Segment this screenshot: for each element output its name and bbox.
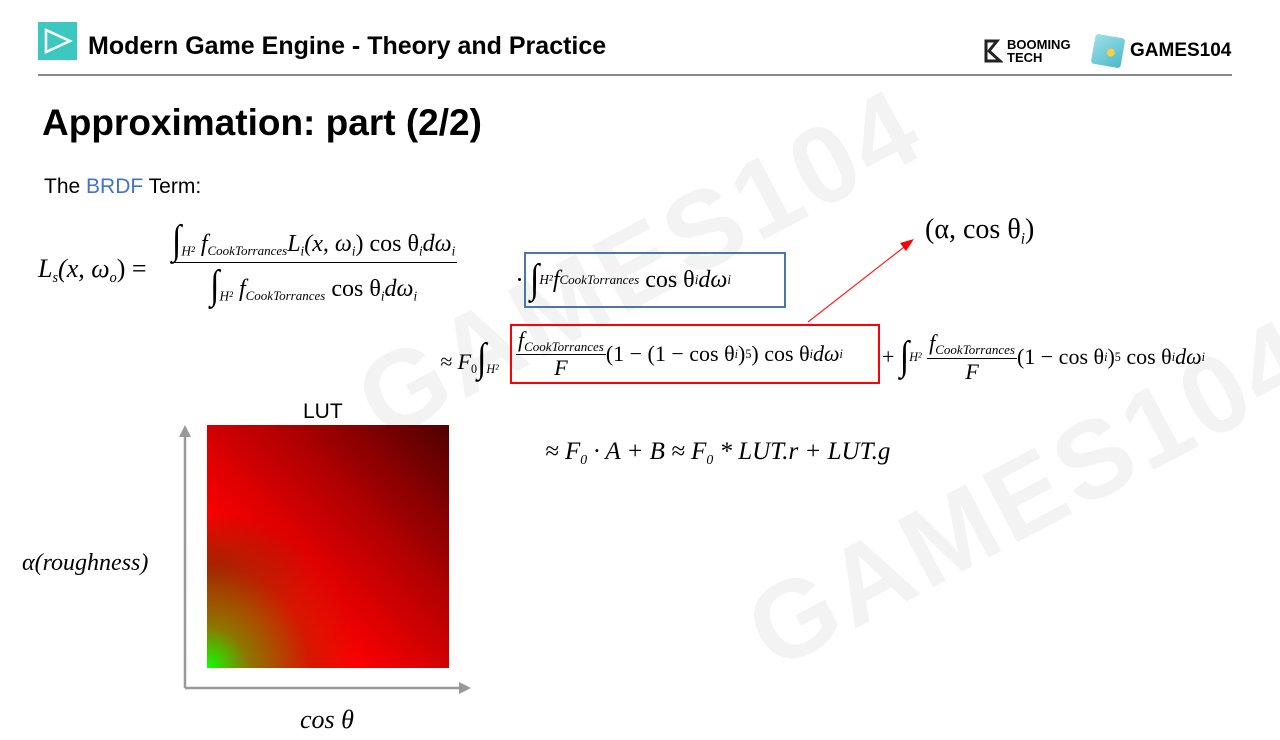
f-denominator: F bbox=[965, 358, 979, 384]
lhs-args-sub: o bbox=[109, 270, 117, 286]
sub-i: i bbox=[694, 272, 699, 287]
f-symbol: f bbox=[518, 326, 525, 352]
sub-zero: 0 bbox=[706, 451, 714, 467]
sub-i: i bbox=[1171, 349, 1176, 364]
sub-i: i bbox=[351, 243, 356, 259]
y-axis-label: α(roughness) bbox=[22, 550, 149, 576]
lut-label: LUT bbox=[303, 400, 343, 423]
fraction-denominator: ∫H² fCookTorrances cos θidωi bbox=[210, 263, 418, 308]
approx-f0-integral: ≈ F0∫H² bbox=[440, 336, 499, 381]
lut-result-formula: ≈ F0 · A + B ≈ F0 * LUT.r + LUT.g bbox=[545, 438, 890, 468]
games104-cube-icon bbox=[1090, 33, 1126, 69]
f-sub: CookTorrances bbox=[245, 287, 326, 303]
f-symbol: f bbox=[552, 266, 560, 293]
lut-params-label: (α, cos θi) bbox=[925, 214, 1034, 248]
d-omega: dω bbox=[1175, 344, 1202, 370]
intro-prefix: The bbox=[44, 175, 87, 198]
num-cos: ) cos θ bbox=[355, 231, 419, 257]
intro-text: The BRDF Term: bbox=[44, 175, 201, 199]
f-symbol: f bbox=[200, 231, 208, 257]
result-part-1: ≈ F bbox=[545, 438, 581, 465]
sub-i: i bbox=[451, 243, 456, 259]
fraction-numerator: ∫H² fCookTorrancesLi(x, ωi) cos θidωi bbox=[170, 218, 458, 263]
booming-tech-logo: BOOMING TECH bbox=[983, 38, 1087, 64]
sub-i: i bbox=[727, 272, 731, 287]
arrow-label-close: ) bbox=[1025, 214, 1035, 245]
cos: cos θ bbox=[1126, 344, 1172, 370]
booming-logo-text: BOOMING TECH bbox=[1007, 37, 1071, 65]
formula-lhs: Ls(x, ωo) = bbox=[38, 254, 147, 287]
close: ) bbox=[1107, 344, 1115, 370]
f-sub: CookTorrances bbox=[559, 272, 640, 287]
sub-zero: 0 bbox=[471, 362, 478, 377]
sub-i: i bbox=[809, 346, 813, 361]
intro-suffix: Term: bbox=[143, 175, 202, 198]
sub-i: i bbox=[734, 346, 739, 361]
lut-texture bbox=[207, 425, 449, 668]
course-title: Modern Game Engine - Theory and Practice bbox=[88, 32, 607, 60]
cos: cos θ bbox=[764, 341, 810, 366]
d-omega: dω bbox=[698, 266, 728, 293]
arrow-icon bbox=[807, 239, 914, 323]
d-omega: dω bbox=[384, 276, 414, 302]
approx-f: ≈ F bbox=[440, 349, 472, 374]
header-divider bbox=[38, 74, 1232, 76]
power-5: 5 bbox=[745, 346, 752, 361]
result-part-3: * LUT.r + LUT.g bbox=[719, 438, 891, 465]
one-minus: (1 − cos θ bbox=[1016, 344, 1105, 370]
l-args: (x, ω bbox=[304, 231, 352, 257]
f-symbol: f bbox=[238, 276, 246, 302]
blue-box-integral: ∫ H² f CookTorrances cos θ i dω i bbox=[524, 252, 786, 308]
slide-title: Approximation: part (2/2) bbox=[42, 102, 482, 143]
l-sub: i bbox=[300, 243, 305, 259]
d-omega: dω bbox=[813, 341, 840, 366]
sub-zero: 0 bbox=[580, 451, 588, 467]
d-omega: dω bbox=[422, 231, 452, 257]
f-sub: CookTorrances bbox=[524, 338, 604, 354]
course-logo-icon bbox=[38, 22, 77, 60]
x-axis-label: cos θ bbox=[300, 705, 354, 734]
multiply-dot bbox=[518, 278, 521, 281]
red-box-term: fCookTorrances F (1 − (1 − cos θ i) 5) cos… bbox=[510, 324, 880, 384]
int-domain: H² bbox=[539, 272, 553, 287]
close: ) bbox=[751, 341, 759, 366]
cos: cos θ bbox=[331, 276, 381, 302]
formula-fraction: ∫H² fCookTorrancesLi(x, ωi) cos θidωi ∫H… bbox=[170, 218, 458, 308]
f-sub: CookTorrances bbox=[935, 341, 1015, 357]
int-domain: H² bbox=[909, 349, 922, 364]
brdf-highlight: BRDF bbox=[86, 175, 144, 198]
sub-i: i bbox=[1201, 349, 1205, 364]
sub-i: i bbox=[418, 243, 423, 259]
int-domain: H² bbox=[219, 288, 233, 304]
close: ) bbox=[738, 341, 746, 366]
sub-i: i bbox=[380, 288, 385, 304]
power-5: 5 bbox=[1114, 349, 1121, 364]
arrow-label-text: (α, cos θ bbox=[925, 214, 1021, 245]
f-symbol: f bbox=[929, 330, 936, 355]
lhs-args: (x, ω bbox=[58, 254, 110, 283]
lhs-sub: s bbox=[52, 270, 59, 286]
equals: ) = bbox=[116, 254, 147, 283]
f-denominator: F bbox=[554, 355, 568, 381]
cos: cos θ bbox=[645, 266, 695, 293]
result-part-2: · A + B ≈ F bbox=[593, 438, 707, 465]
sub-i: i bbox=[413, 288, 418, 304]
l-symbol: L bbox=[287, 231, 301, 257]
one-minus-inner: (1 − (1 − cos θ bbox=[605, 341, 735, 366]
sub-i: i bbox=[839, 346, 843, 361]
f-sub: CookTorrances bbox=[207, 242, 288, 258]
sub-i: i bbox=[1104, 349, 1108, 364]
lut-axes bbox=[179, 425, 471, 694]
games104-logo-text: GAMES104 bbox=[1130, 40, 1232, 61]
second-term: + ∫ H² fCookTorrances F (1 − cos θ i) 5 cos… bbox=[882, 330, 1205, 384]
plus: + bbox=[882, 344, 895, 370]
booming-logo-icon bbox=[984, 39, 1003, 63]
int-domain: H² bbox=[486, 362, 499, 377]
lhs-symbol: L bbox=[38, 254, 53, 283]
int-domain: H² bbox=[181, 243, 195, 259]
sub-i: i bbox=[1020, 230, 1026, 248]
